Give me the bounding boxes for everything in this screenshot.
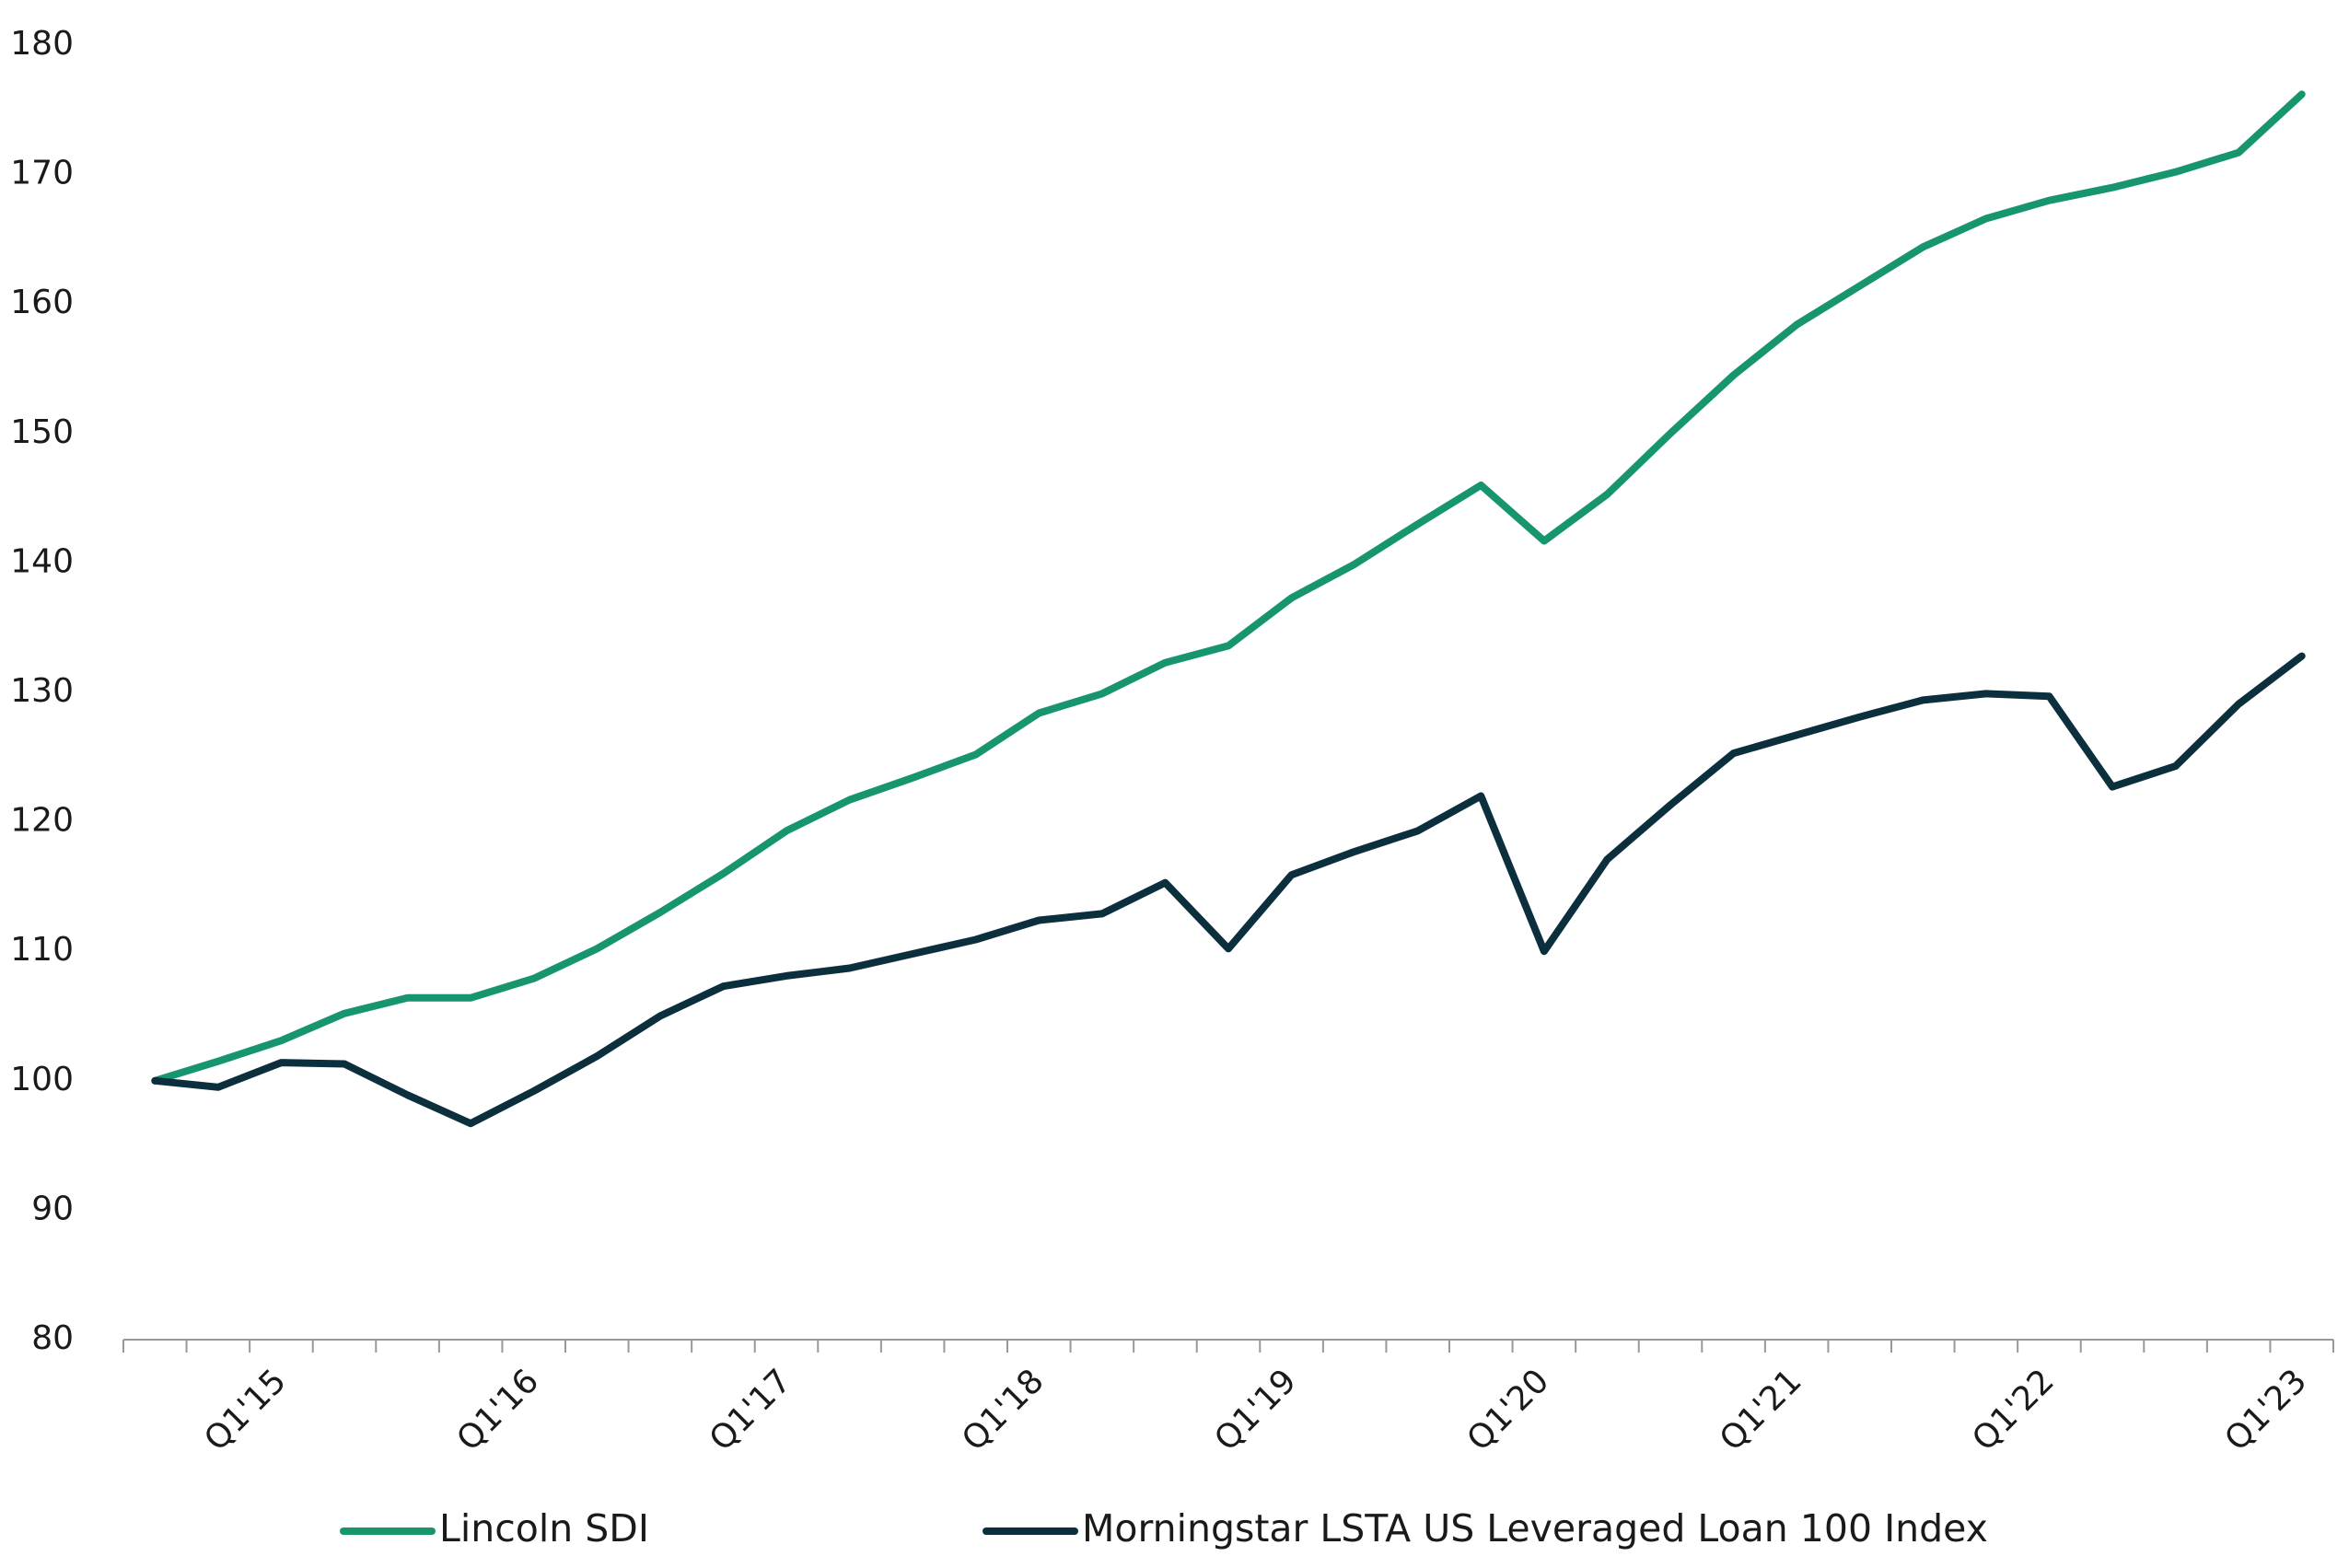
series-line: [151, 652, 2306, 1128]
y-tick-label: 150: [10, 413, 74, 451]
legend-label: Morningstar LSTA US Leveraged Loan 100 I…: [1082, 1506, 1988, 1551]
x-tick-label: Q1'20: [1460, 1362, 1557, 1458]
x-tick-label: Q1'19: [1207, 1362, 1304, 1458]
x-tick-label: Q1'18: [955, 1362, 1052, 1458]
y-tick-label: 180: [10, 25, 74, 63]
y-tick-label: 170: [10, 155, 74, 192]
x-tick-label: Q1'22: [1965, 1362, 2062, 1458]
series-line: [151, 90, 2306, 1085]
x-tick-label: Q1'21: [1713, 1362, 1809, 1458]
y-tick-label: 90: [31, 1190, 74, 1227]
legend-label: Lincoln SDI: [439, 1506, 649, 1551]
x-tick-label: Q1'17: [703, 1362, 799, 1458]
x-tick-label: Q1'16: [450, 1362, 547, 1458]
y-tick-label: 80: [31, 1319, 74, 1357]
y-tick-label: 140: [10, 542, 74, 580]
y-tick-label: 130: [10, 672, 74, 710]
x-tick-label: Q1'15: [197, 1362, 294, 1458]
y-tick-label: 120: [10, 802, 74, 840]
x-tick-label: Q1'23: [2218, 1362, 2315, 1458]
y-tick-label: 100: [10, 1061, 74, 1098]
y-tick-label: 110: [10, 931, 74, 969]
y-tick-label: 160: [10, 284, 74, 321]
